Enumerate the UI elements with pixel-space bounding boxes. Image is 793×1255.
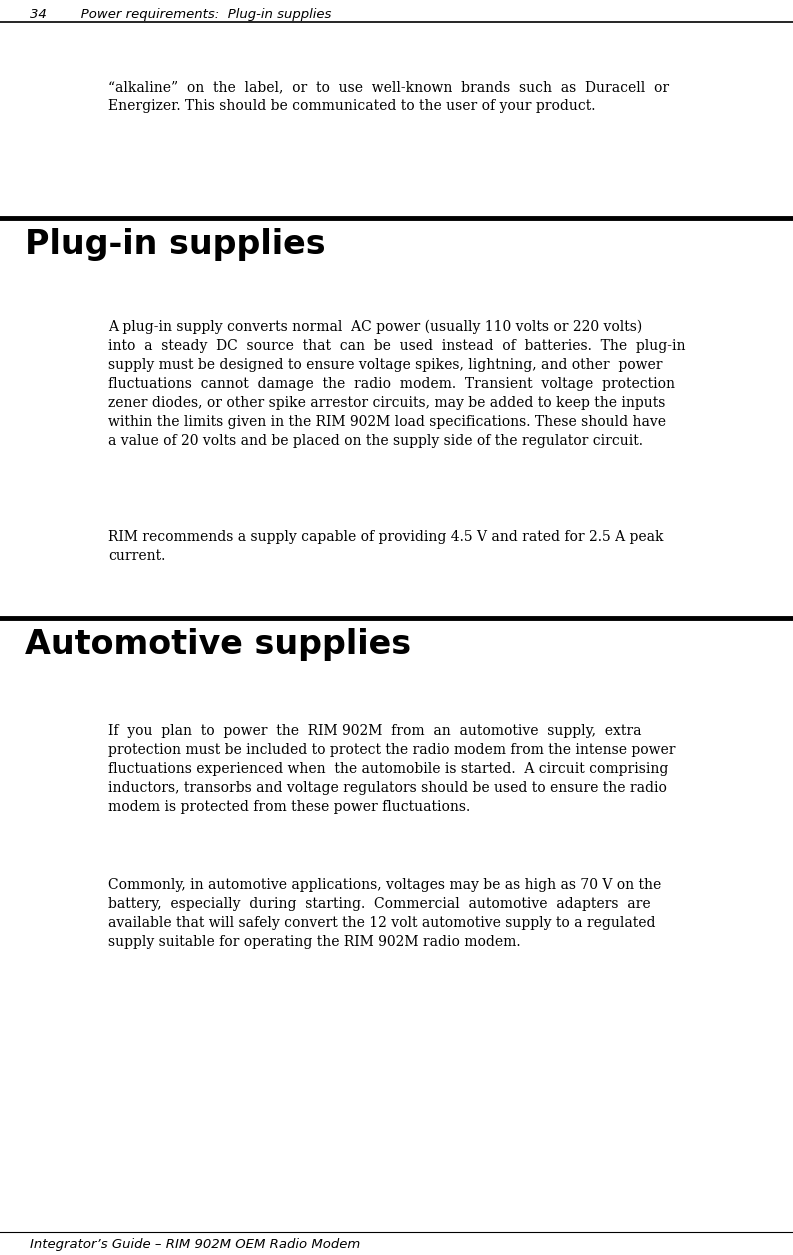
Text: inductors, transorbs and voltage regulators should be used to ensure the radio: inductors, transorbs and voltage regulat… xyxy=(108,781,667,794)
Text: 34        Power requirements:  Plug-in supplies: 34 Power requirements: Plug-in supplies xyxy=(30,8,331,21)
Text: within the limits given in the RIM 902M load specifications. These should have: within the limits given in the RIM 902M … xyxy=(108,415,666,429)
Text: into  a  steady  DC  source  that  can  be  used  instead  of  batteries.  The  : into a steady DC source that can be used… xyxy=(108,339,685,353)
Text: current.: current. xyxy=(108,548,166,563)
Text: Automotive supplies: Automotive supplies xyxy=(25,628,411,661)
Text: If  you  plan  to  power  the  RIM 902M  from  an  automotive  supply,  extra: If you plan to power the RIM 902M from a… xyxy=(108,724,642,738)
Text: available that will safely convert the 12 volt automotive supply to a regulated: available that will safely convert the 1… xyxy=(108,916,656,930)
Text: protection must be included to protect the radio modem from the intense power: protection must be included to protect t… xyxy=(108,743,676,757)
Text: modem is protected from these power fluctuations.: modem is protected from these power fluc… xyxy=(108,799,470,814)
Text: Commonly, in automotive applications, voltages may be as high as 70 V on the: Commonly, in automotive applications, vo… xyxy=(108,878,661,892)
Text: a value of 20 volts and be placed on the supply side of the regulator circuit.: a value of 20 volts and be placed on the… xyxy=(108,434,643,448)
Text: fluctuations experienced when  the automobile is started.  A circuit comprising: fluctuations experienced when the automo… xyxy=(108,762,668,776)
Text: battery,  especially  during  starting.  Commercial  automotive  adapters  are: battery, especially during starting. Com… xyxy=(108,897,650,911)
Text: “alkaline”  on  the  label,  or  to  use  well-known  brands  such  as  Duracell: “alkaline” on the label, or to use well-… xyxy=(108,80,669,94)
Text: Integrator’s Guide – RIM 902M OEM Radio Modem: Integrator’s Guide – RIM 902M OEM Radio … xyxy=(30,1237,360,1251)
Text: Plug-in supplies: Plug-in supplies xyxy=(25,228,326,261)
Text: zener diodes, or other spike arrestor circuits, may be added to keep the inputs: zener diodes, or other spike arrestor ci… xyxy=(108,397,665,410)
Text: fluctuations  cannot  damage  the  radio  modem.  Transient  voltage  protection: fluctuations cannot damage the radio mod… xyxy=(108,376,675,392)
Text: supply must be designed to ensure voltage spikes, lightning, and other  power: supply must be designed to ensure voltag… xyxy=(108,358,662,371)
Text: Energizer. This should be communicated to the user of your product.: Energizer. This should be communicated t… xyxy=(108,99,596,113)
Text: supply suitable for operating the RIM 902M radio modem.: supply suitable for operating the RIM 90… xyxy=(108,935,521,949)
Text: RIM recommends a supply capable of providing 4.5 V and rated for 2.5 A peak: RIM recommends a supply capable of provi… xyxy=(108,530,664,543)
Text: A plug-in supply converts normal  AC power (usually 110 volts or 220 volts): A plug-in supply converts normal AC powe… xyxy=(108,320,642,334)
